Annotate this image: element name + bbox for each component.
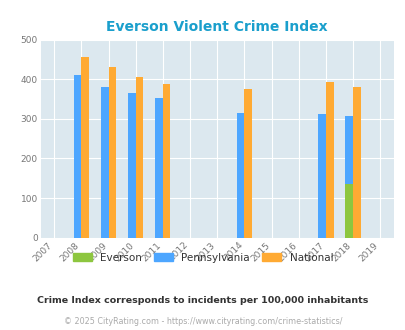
Bar [345, 184, 352, 238]
Bar [81, 57, 89, 238]
Bar [135, 77, 143, 238]
Bar [236, 113, 244, 238]
Bar [318, 115, 325, 238]
Text: © 2025 CityRating.com - https://www.cityrating.com/crime-statistics/: © 2025 CityRating.com - https://www.city… [64, 317, 341, 326]
Bar [162, 84, 170, 238]
Bar [74, 75, 81, 238]
Bar [325, 82, 333, 238]
Bar [352, 87, 360, 238]
Bar [155, 98, 162, 238]
Title: Everson Violent Crime Index: Everson Violent Crime Index [106, 20, 327, 34]
Bar [244, 89, 252, 238]
Bar [108, 67, 116, 238]
Bar [345, 116, 352, 238]
Legend: Everson, Pennsylvania, National: Everson, Pennsylvania, National [68, 249, 337, 267]
Text: Crime Index corresponds to incidents per 100,000 inhabitants: Crime Index corresponds to incidents per… [37, 296, 368, 305]
Bar [128, 93, 135, 238]
Bar [101, 87, 108, 238]
